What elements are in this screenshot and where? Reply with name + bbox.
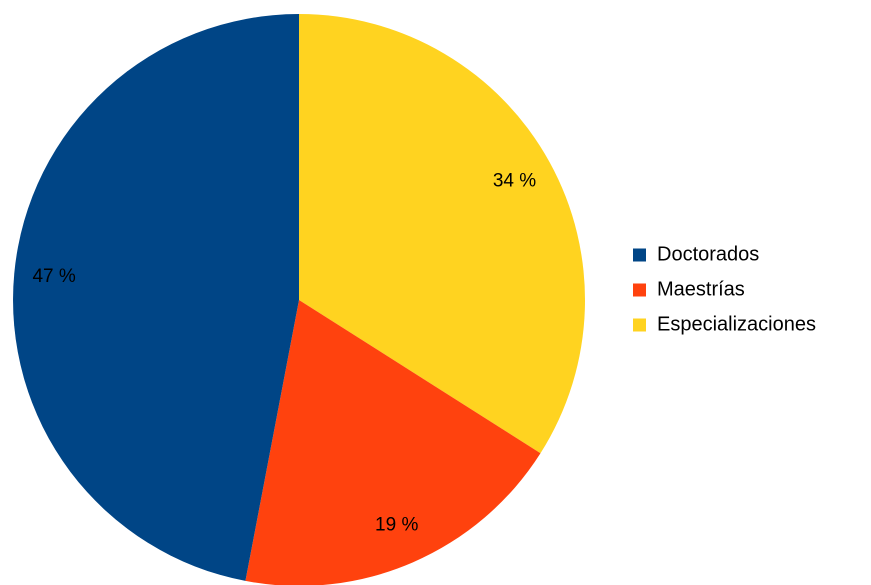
legend-swatch-doctorados	[633, 248, 646, 262]
legend-label-maestrias: Maestrías	[657, 278, 745, 300]
pie-slice-doctorados	[13, 14, 299, 581]
legend-label-especializaciones: Especializaciones	[657, 313, 816, 335]
pie-data-labels: 34 % 19 % 47 %	[32, 171, 536, 536]
data-label-especializaciones: 34 %	[493, 171, 536, 192]
pie-slice-maestrias	[245, 300, 541, 585]
pie-slices	[13, 14, 586, 585]
data-label-maestrias: 19 %	[375, 515, 418, 536]
legend-swatch-maestrias	[633, 283, 646, 297]
legend: Doctorados Maestrías Especializaciones	[633, 243, 816, 335]
legend-swatch-especializaciones	[633, 318, 646, 332]
pie-slice-especializaciones	[299, 14, 586, 454]
legend-label-doctorados: Doctorados	[657, 243, 759, 265]
data-label-doctorados: 47 %	[32, 266, 75, 287]
